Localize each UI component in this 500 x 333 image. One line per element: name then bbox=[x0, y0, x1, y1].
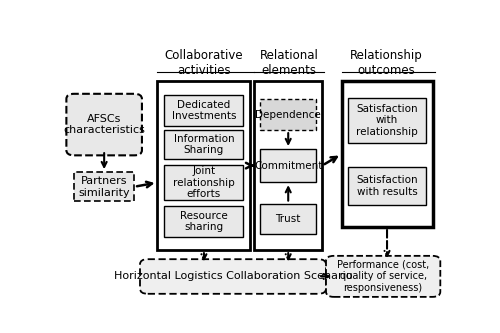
FancyBboxPatch shape bbox=[164, 95, 244, 126]
Text: Horizontal Logistics Collaboration Scenario: Horizontal Logistics Collaboration Scena… bbox=[114, 271, 352, 281]
FancyBboxPatch shape bbox=[342, 81, 432, 227]
FancyBboxPatch shape bbox=[254, 81, 322, 250]
FancyBboxPatch shape bbox=[164, 130, 244, 159]
FancyBboxPatch shape bbox=[348, 167, 426, 205]
Text: Performance (cost,
quality of service,
responsiveness): Performance (cost, quality of service, r… bbox=[337, 260, 430, 293]
Text: Information
Sharing: Information Sharing bbox=[174, 134, 234, 155]
FancyBboxPatch shape bbox=[66, 94, 142, 155]
Text: Satisfaction
with
relationship: Satisfaction with relationship bbox=[356, 104, 418, 137]
Text: AFSCs
characteristics: AFSCs characteristics bbox=[63, 114, 145, 136]
FancyBboxPatch shape bbox=[164, 206, 244, 237]
Text: Trust: Trust bbox=[276, 214, 301, 224]
FancyBboxPatch shape bbox=[164, 165, 244, 200]
Text: Collaborative
activities: Collaborative activities bbox=[164, 49, 243, 77]
Text: Joint
relationship
efforts: Joint relationship efforts bbox=[173, 166, 235, 199]
FancyBboxPatch shape bbox=[326, 256, 440, 297]
Text: Relational
elements: Relational elements bbox=[260, 49, 318, 77]
Text: Dedicated
Investments: Dedicated Investments bbox=[172, 100, 236, 122]
Text: Commitment: Commitment bbox=[254, 161, 322, 170]
FancyBboxPatch shape bbox=[260, 149, 316, 182]
Text: Satisfaction
with results: Satisfaction with results bbox=[356, 175, 418, 197]
FancyBboxPatch shape bbox=[348, 98, 426, 143]
Text: Relationship
outcomes: Relationship outcomes bbox=[350, 49, 422, 77]
FancyBboxPatch shape bbox=[260, 100, 316, 130]
FancyBboxPatch shape bbox=[74, 172, 134, 201]
FancyBboxPatch shape bbox=[140, 259, 326, 294]
Text: Partners
similarity: Partners similarity bbox=[78, 176, 130, 197]
FancyBboxPatch shape bbox=[158, 81, 250, 250]
FancyBboxPatch shape bbox=[260, 203, 316, 234]
Text: Resource
sharing: Resource sharing bbox=[180, 211, 228, 232]
Text: Dependence: Dependence bbox=[256, 110, 321, 120]
